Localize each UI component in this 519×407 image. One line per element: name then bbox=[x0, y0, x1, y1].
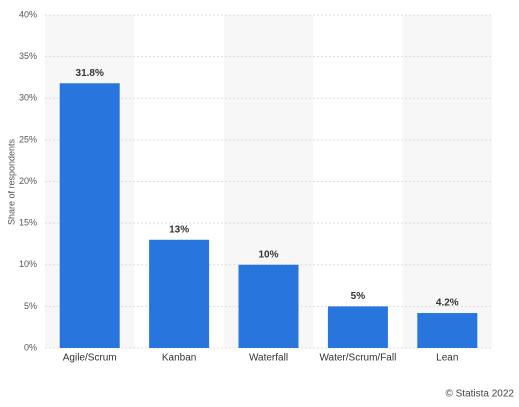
footer: © Statista 2022 bbox=[445, 389, 514, 400]
x-tick-label: Water/Scrum/Fall bbox=[319, 353, 396, 364]
value-label: 31.8% bbox=[76, 68, 104, 79]
x-tick-label: Lean bbox=[436, 353, 458, 364]
x-tick-label: Kanban bbox=[162, 353, 196, 364]
y-tick-label: 15% bbox=[19, 218, 37, 228]
x-tick-label: Agile/Scrum bbox=[63, 353, 117, 364]
y-tick-label: 0% bbox=[24, 342, 37, 352]
y-tick-label: 35% bbox=[19, 51, 37, 61]
y-tick-label: 5% bbox=[24, 301, 37, 311]
y-tick-label: 30% bbox=[19, 93, 37, 103]
value-label: 5% bbox=[351, 291, 366, 302]
y-axis-label: Share of respondents bbox=[6, 138, 16, 225]
value-label: 4.2% bbox=[436, 298, 459, 309]
y-tick-label: 40% bbox=[19, 9, 37, 19]
bar bbox=[59, 83, 120, 348]
bar bbox=[327, 306, 388, 348]
value-label: 13% bbox=[169, 224, 189, 235]
value-label: 10% bbox=[258, 249, 278, 260]
bar bbox=[149, 239, 210, 348]
bar bbox=[417, 313, 478, 348]
y-tick-label: 10% bbox=[19, 259, 37, 269]
bar bbox=[238, 264, 299, 348]
y-tick-label: 20% bbox=[19, 176, 37, 186]
x-tick-label: Waterfall bbox=[249, 353, 288, 364]
y-tick-label: 25% bbox=[19, 134, 37, 144]
